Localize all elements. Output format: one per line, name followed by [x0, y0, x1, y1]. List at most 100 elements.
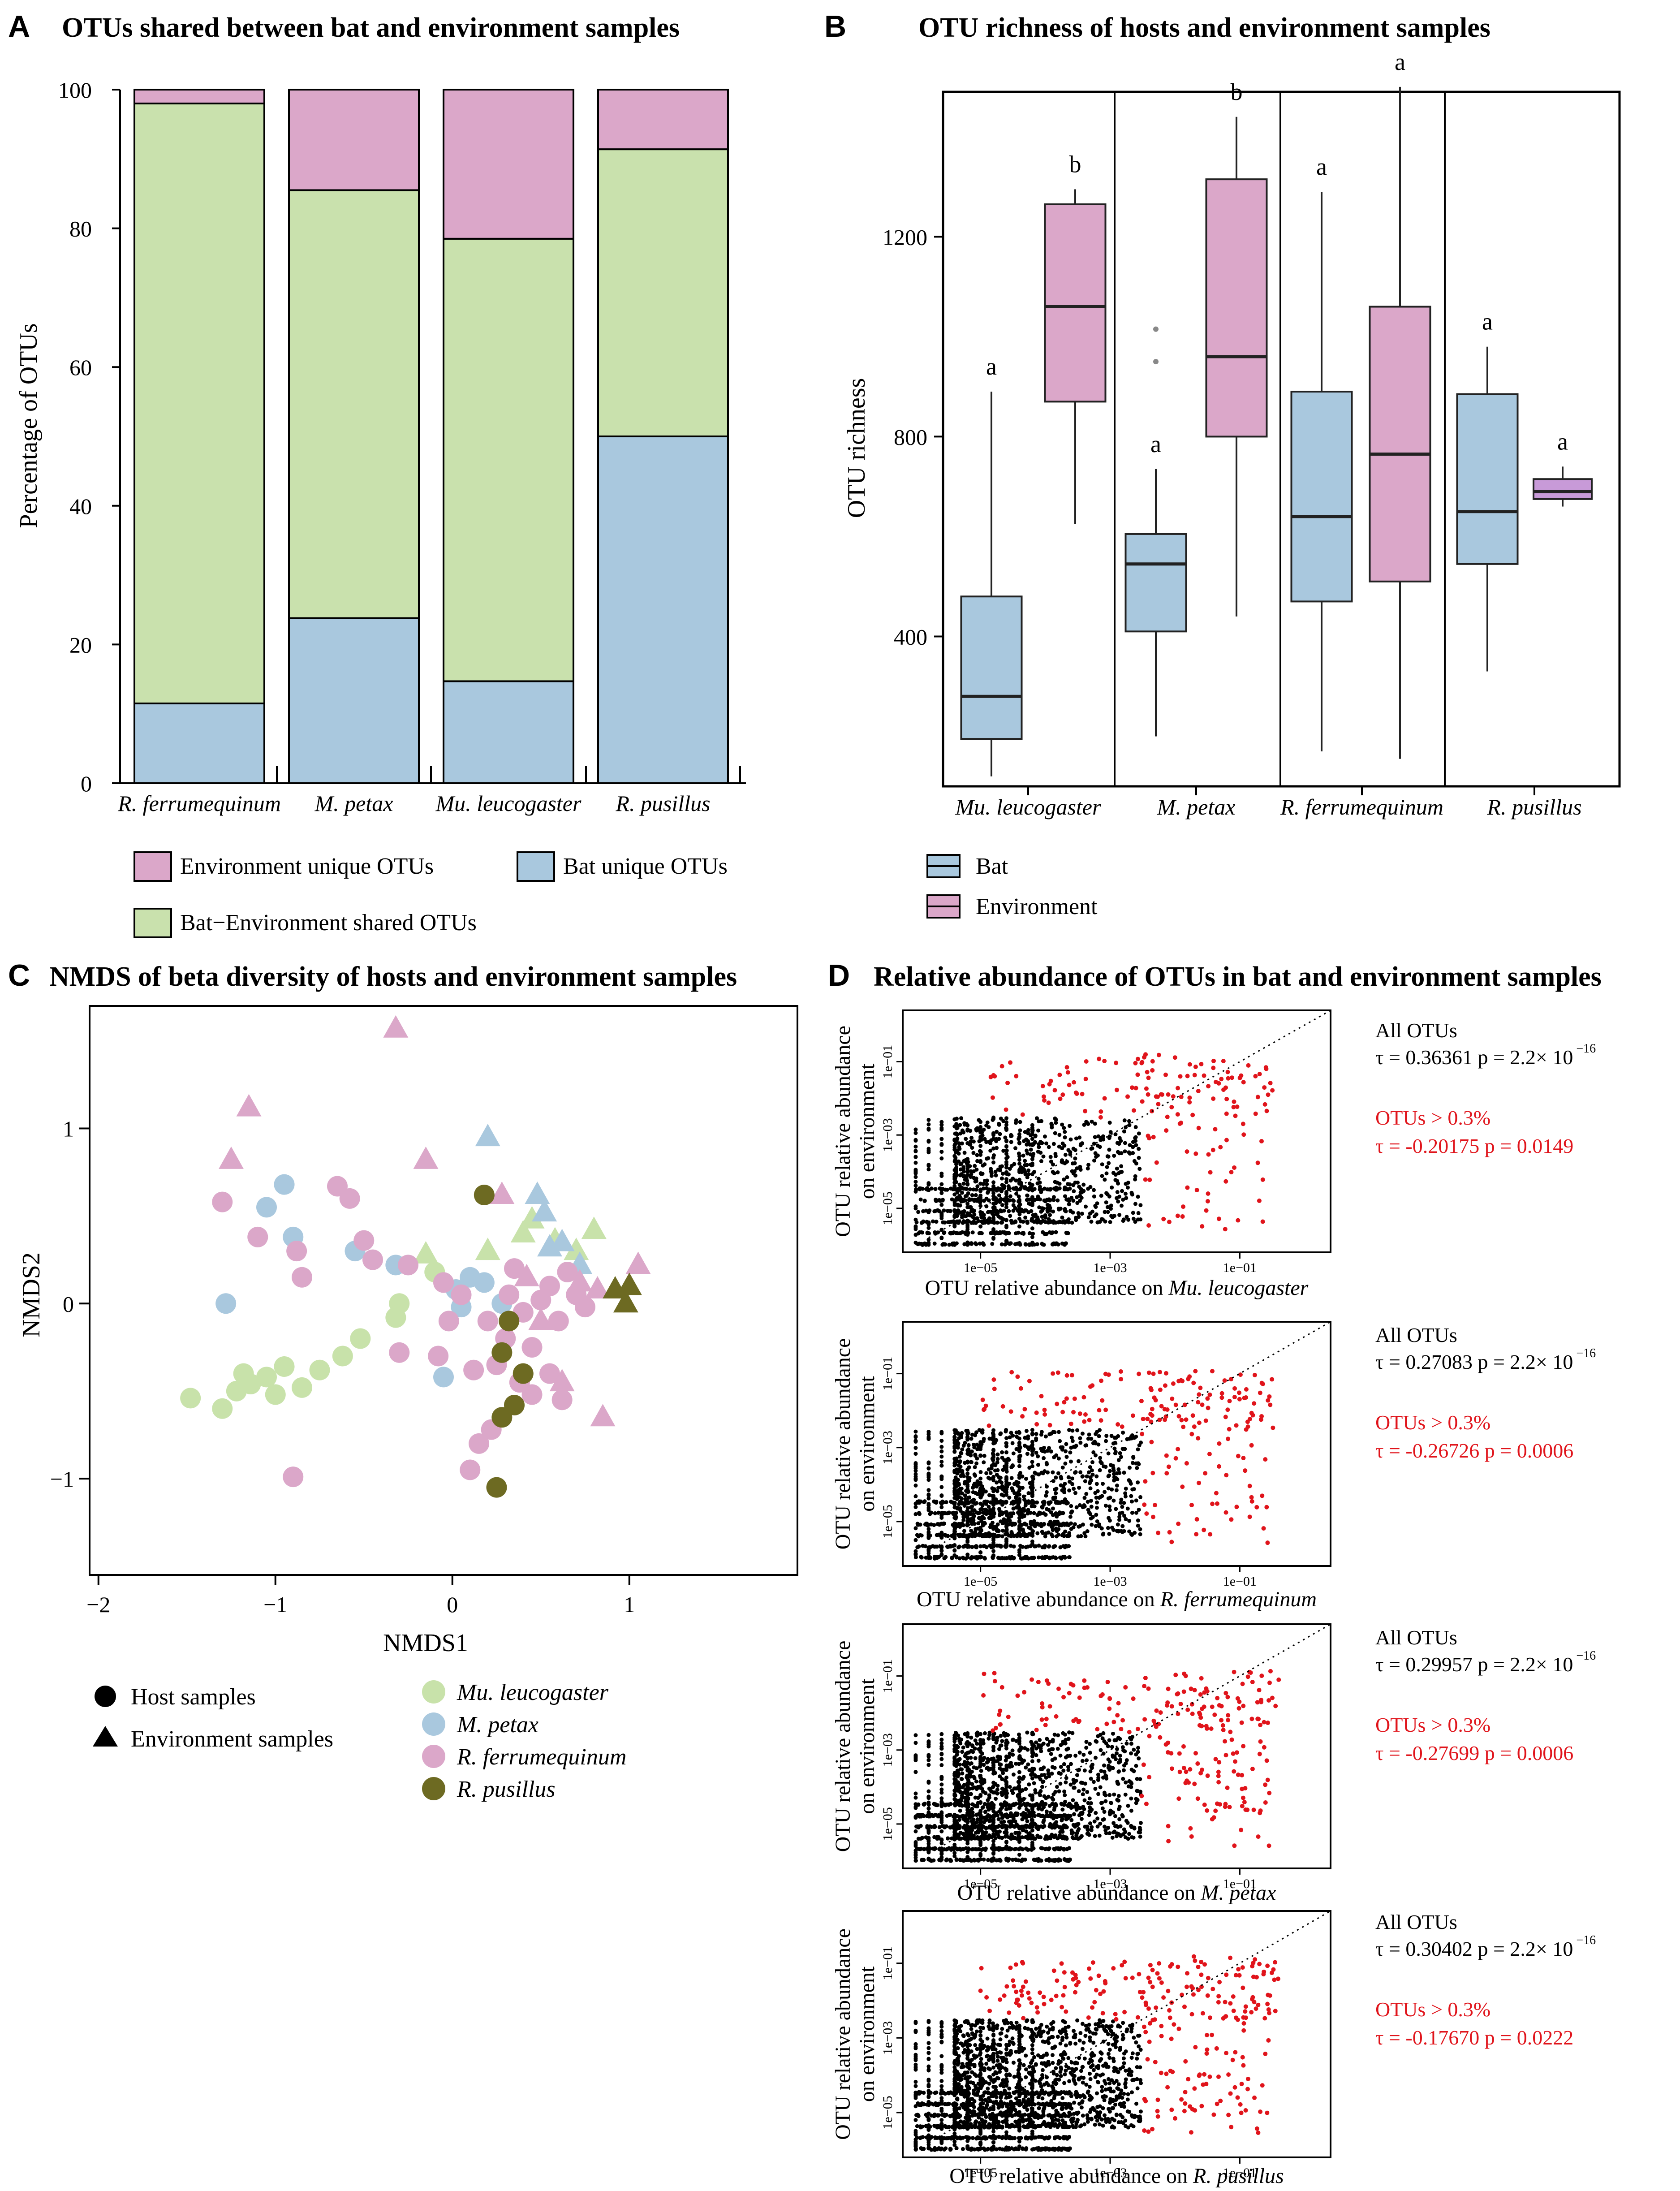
- d-ylabel-line2: on environment: [855, 1376, 879, 1512]
- otu-point: [961, 1443, 966, 1448]
- nmds-host-point: [332, 1346, 353, 1367]
- otu-point: [913, 1829, 918, 1833]
- otu-point: [1014, 1846, 1018, 1851]
- otu-point: [1030, 1453, 1034, 1457]
- otu-point: [978, 1501, 983, 1506]
- otu-point: [1097, 1434, 1101, 1438]
- otu-point: [1102, 1810, 1107, 1814]
- otu-point: [913, 1189, 918, 1194]
- otu-point: [954, 1167, 958, 1172]
- otu-point: [989, 1544, 994, 1549]
- otu-point: [1017, 1152, 1021, 1156]
- otu-point: [913, 1155, 918, 1159]
- otu-point: [974, 1128, 979, 1133]
- otu-point: [1012, 1482, 1017, 1486]
- otu-point-above-threshold: [1064, 1373, 1069, 1378]
- otu-point-above-threshold: [1229, 1075, 1234, 1080]
- otu-point: [1093, 1834, 1097, 1838]
- otu-point: [1086, 1436, 1090, 1441]
- otu-point: [1099, 1526, 1104, 1531]
- otu-point: [975, 1456, 979, 1461]
- otu-point: [1119, 1203, 1124, 1208]
- otu-point: [1070, 1428, 1075, 1433]
- nmds-environment-point: [590, 1404, 616, 1427]
- otu-point-above-threshold: [1199, 1061, 1204, 1066]
- otu-point: [944, 1500, 948, 1505]
- otu-point-above-threshold: [1224, 1473, 1229, 1478]
- otu-point: [1137, 1147, 1141, 1151]
- otu-point: [954, 1174, 958, 1178]
- otu-point: [999, 1242, 1004, 1246]
- otu-point: [1008, 1521, 1013, 1526]
- otu-point-above-threshold: [1216, 1216, 1221, 1221]
- nmds-host-point: [389, 1342, 410, 1363]
- otu-point: [1056, 1501, 1060, 1505]
- otu-point-above-threshold: [1225, 1407, 1230, 1412]
- otu-point: [983, 1499, 988, 1504]
- c-ytick-label: −1: [50, 1466, 74, 1492]
- otu-point: [1012, 1556, 1016, 1560]
- otu-point: [1082, 1504, 1087, 1509]
- otu-point: [1111, 1753, 1115, 1758]
- otu-point-above-threshold: [1234, 1505, 1239, 1510]
- otu-point: [994, 1797, 998, 1801]
- otu-point: [991, 1535, 996, 1539]
- otu-point: [1068, 1450, 1073, 1455]
- otu-point: [1057, 1220, 1062, 1224]
- otu-point-above-threshold: [1103, 1372, 1108, 1376]
- legend-shared-label: Bat−Environment shared OTUs: [180, 910, 477, 936]
- otu-point-above-threshold: [1218, 1145, 1223, 1150]
- panel-c-xlabel: NMDS1: [383, 1629, 468, 1657]
- panel-a-title: OTUs shared between bat and environment …: [62, 13, 680, 43]
- box-significance-letter: a: [1395, 48, 1405, 75]
- otu-point: [1011, 1451, 1016, 1456]
- otu-point: [1056, 1471, 1061, 1475]
- panel-c-frame: [89, 1005, 798, 1576]
- nmds-host-point: [286, 1241, 307, 1262]
- otu-point: [1050, 1123, 1054, 1127]
- otu-point: [968, 1187, 972, 1191]
- otu-point: [1025, 1186, 1029, 1191]
- otu-point: [1129, 1825, 1134, 1829]
- otu-point: [952, 1180, 957, 1185]
- otu-point: [1042, 1773, 1047, 1777]
- otu-point: [926, 1807, 931, 1811]
- otu-point: [980, 1430, 985, 1435]
- otu-point-above-threshold: [983, 1403, 988, 1408]
- otu-point-above-threshold: [1165, 1407, 1170, 1412]
- otu-point-above-threshold: [1246, 1063, 1251, 1068]
- bat-unique-bar: [597, 436, 729, 784]
- otu-point: [1075, 1773, 1079, 1777]
- otu-point: [1082, 1768, 1087, 1773]
- otu-point-above-threshold: [1189, 1503, 1194, 1508]
- otu-point: [1078, 1199, 1082, 1203]
- otu-point: [1136, 1480, 1140, 1485]
- otu-point-above-threshold: [1180, 1484, 1185, 1489]
- otu-point: [951, 1231, 955, 1235]
- otu-point: [965, 1539, 970, 1543]
- otu-point: [1127, 1518, 1132, 1523]
- otu-point: [1110, 1526, 1114, 1530]
- otu-point: [979, 1215, 984, 1220]
- otu-point: [939, 1548, 944, 1553]
- otu-point-above-threshold: [1140, 1432, 1145, 1436]
- otu-point: [1105, 1165, 1109, 1169]
- otu-point: [978, 1149, 982, 1153]
- otu-point: [1054, 1121, 1058, 1125]
- otu-point: [1127, 1123, 1132, 1127]
- otu-point: [913, 1538, 918, 1542]
- otu-point: [1133, 1139, 1137, 1143]
- otu-point-above-threshold: [1140, 1099, 1145, 1104]
- otu-point: [921, 1209, 926, 1213]
- otu-point: [1063, 1152, 1068, 1157]
- otu-point: [1097, 1833, 1102, 1838]
- otu-point: [991, 1184, 996, 1188]
- otu-point: [971, 1151, 976, 1155]
- otu-point-above-threshold: [1196, 1400, 1201, 1405]
- otu-point: [1107, 1194, 1111, 1199]
- otu-point-above-threshold: [1163, 1072, 1168, 1077]
- otu-point: [1106, 1154, 1111, 1159]
- otu-point: [935, 1556, 939, 1560]
- otu-point: [1039, 1432, 1043, 1437]
- otu-point-above-threshold: [1164, 1471, 1169, 1476]
